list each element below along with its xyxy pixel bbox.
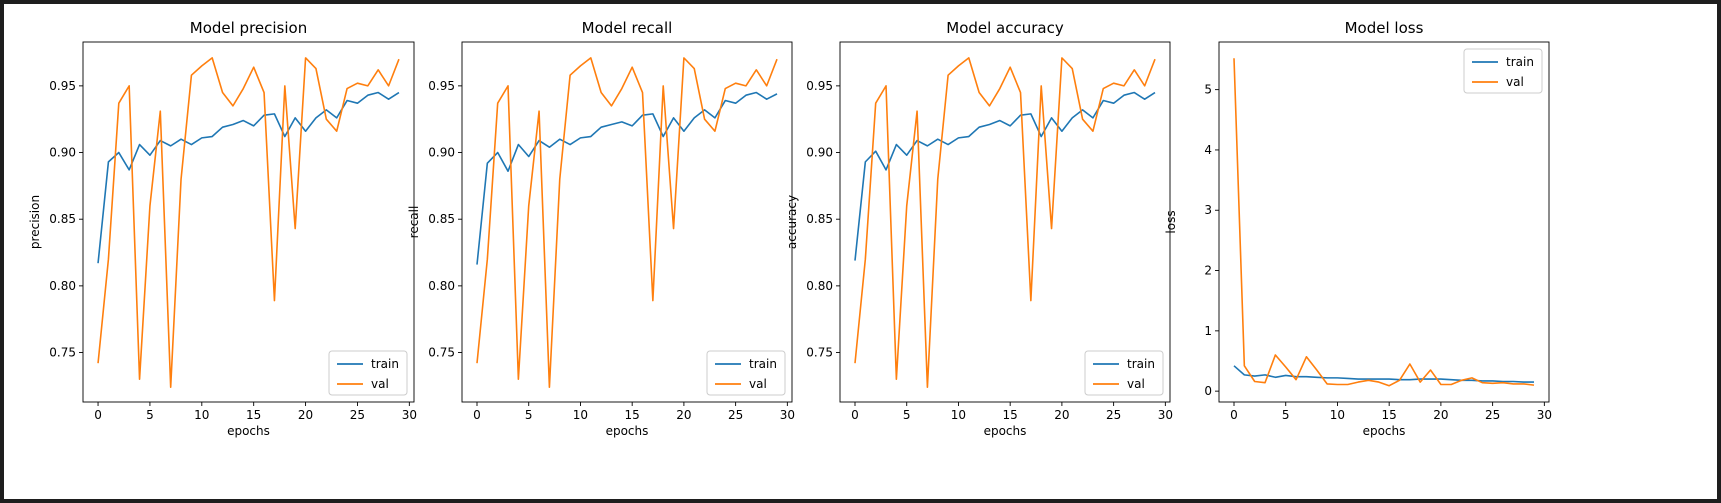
x-tick-label: 30 [1537, 408, 1552, 422]
x-tick-label: 15 [625, 408, 640, 422]
y-tick-label: 2 [1204, 264, 1212, 278]
y-tick-label: 5 [1204, 83, 1212, 97]
figure-frame: Model precision 0 5 10 15 20 25 30 0.75 0.80 0.85 0… [4, 4, 1717, 499]
y-tick-label: 0 [1204, 384, 1212, 398]
x-axis-label: epochs [227, 424, 270, 438]
x-tick-label: 0 [1230, 408, 1238, 422]
axes-frame [1218, 41, 1550, 403]
series-line-train [1233, 365, 1534, 383]
y-tick-label: 0.90 [428, 146, 455, 160]
legend: train val [1084, 350, 1164, 396]
series-line-val [476, 57, 778, 389]
y-tick-label: 0.80 [49, 279, 76, 293]
x-tick-label: 20 [676, 408, 691, 422]
y-tick-label: 0.90 [49, 146, 76, 160]
chart-panel-3: Model accuracy 0 5 10 15 20 25 30 0.75 0.80 0.85 0.… [785, 19, 1173, 438]
chart-panel-1: Model precision 0 5 10 15 20 25 30 0.75 0.80 0.85 0… [28, 19, 417, 438]
legend-label-val: val [749, 377, 767, 391]
x-tick-label: 20 [298, 408, 313, 422]
y-tick-label: 0.75 [49, 346, 76, 360]
x-tick-label: 25 [350, 408, 365, 422]
y-tick-label: 0.75 [806, 346, 833, 360]
x-tick-label: 30 [780, 408, 795, 422]
chart-title: Model loss [1345, 19, 1424, 37]
y-tick-label: 0.90 [806, 146, 833, 160]
axes-frame [839, 41, 1171, 403]
legend-label-train: train [371, 357, 399, 371]
x-tick-label: 0 [851, 408, 859, 422]
y-tick-label: 0.85 [49, 212, 76, 226]
y-axis-label: accuracy [785, 195, 799, 249]
x-tick-label: 30 [1158, 408, 1173, 422]
x-tick-label: 15 [1382, 408, 1397, 422]
axes-frame [82, 41, 415, 403]
chart-title: Model accuracy [946, 19, 1064, 37]
x-tick-label: 10 [573, 408, 588, 422]
x-axis-label: epochs [984, 424, 1027, 438]
x-tick-label: 25 [1106, 408, 1121, 422]
series-line-train [854, 91, 1156, 261]
legend-label-val: val [1506, 75, 1524, 89]
x-tick-label: 15 [1003, 408, 1018, 422]
y-axis-label: precision [28, 195, 42, 249]
y-tick-label: 0.95 [49, 79, 76, 93]
x-tick-label: 15 [246, 408, 261, 422]
y-tick-label: 0.85 [428, 212, 455, 226]
chart-panel-4: Model loss 0 5 10 15 20 25 30 0 1 2 3 4 5 epochs loss tr… [1164, 19, 1552, 438]
legend: train val [328, 350, 408, 396]
x-tick-label: 25 [728, 408, 743, 422]
y-axis-label: loss [1164, 210, 1178, 233]
y-tick-label: 0.80 [428, 279, 455, 293]
legend-label-train: train [1127, 357, 1155, 371]
x-tick-label: 30 [402, 408, 417, 422]
series-line-val [1233, 58, 1535, 387]
x-tick-label: 25 [1485, 408, 1500, 422]
x-tick-label: 5 [146, 408, 154, 422]
y-tick-label: 3 [1204, 203, 1212, 217]
y-tick-label: 1 [1204, 324, 1212, 338]
x-axis-label: epochs [1363, 424, 1406, 438]
x-axis-label: epochs [606, 424, 649, 438]
series-line-train [97, 91, 400, 264]
y-tick-label: 0.80 [806, 279, 833, 293]
chart-title: Model recall [582, 19, 673, 37]
legend-label-val: val [371, 377, 389, 391]
y-axis-label: recall [407, 206, 421, 239]
x-tick-label: 20 [1433, 408, 1448, 422]
axes-frame [461, 41, 793, 403]
legend-label-train: train [749, 357, 777, 371]
x-tick-label: 10 [1330, 408, 1345, 422]
x-tick-label: 0 [94, 408, 102, 422]
series-line-val [854, 57, 1156, 389]
y-tick-label: 0.75 [428, 346, 455, 360]
x-tick-label: 20 [1054, 408, 1069, 422]
x-tick-label: 5 [903, 408, 911, 422]
x-tick-label: 10 [194, 408, 209, 422]
x-tick-label: 5 [525, 408, 533, 422]
series-line-train [476, 91, 778, 265]
legend-label-train: train [1506, 55, 1534, 69]
legend: train val [706, 350, 786, 396]
y-tick-label: 4 [1204, 143, 1212, 157]
x-tick-label: 10 [951, 408, 966, 422]
y-tick-label: 0.95 [428, 79, 455, 93]
legend-label-val: val [1127, 377, 1145, 391]
legend: train val [1463, 48, 1543, 94]
x-tick-label: 0 [473, 408, 481, 422]
series-line-val [97, 57, 400, 389]
y-tick-label: 0.95 [806, 79, 833, 93]
x-tick-label: 5 [1282, 408, 1290, 422]
y-tick-label: 0.85 [806, 212, 833, 226]
chart-panel-2: Model recall 0 5 10 15 20 25 30 0.75 0.80 0.85 0.90… [407, 19, 795, 438]
chart-title: Model precision [190, 19, 307, 37]
